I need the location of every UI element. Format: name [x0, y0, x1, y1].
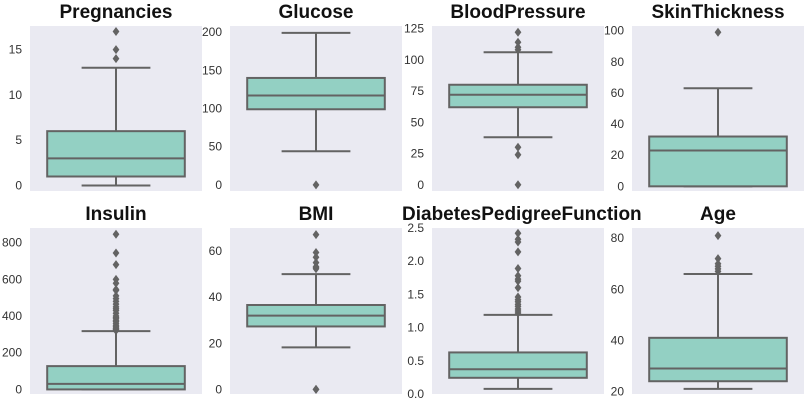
y-tick-label: 60 — [611, 86, 625, 100]
y-tick-label: 40 — [209, 290, 223, 304]
y-tick-label: 100 — [202, 102, 222, 116]
box-iqr — [648, 135, 788, 188]
outlier-point — [514, 264, 522, 274]
panel-title: BMI — [298, 204, 334, 225]
y-tick-label: 800 — [2, 236, 22, 250]
outlier-point — [312, 258, 320, 268]
box-iqr — [448, 351, 588, 379]
outlier-point — [514, 42, 522, 52]
y-tick-label: 20 — [209, 336, 223, 350]
outlier-point — [514, 283, 522, 293]
outlier-point — [514, 150, 522, 160]
y-tick-label: 125 — [404, 22, 424, 36]
y-tick-label: 1.0 — [407, 321, 424, 335]
y-tick-label: 100 — [604, 24, 624, 38]
y-tick-label: 60 — [209, 244, 223, 258]
outlier-point — [514, 292, 522, 302]
y-tick-label: 0.5 — [407, 354, 424, 368]
outlier-point — [514, 247, 522, 257]
outlier-point — [112, 274, 120, 284]
y-tick-label: 0 — [417, 178, 424, 192]
y-tick-label: 15 — [9, 43, 23, 57]
box-iqr — [46, 130, 186, 178]
outlier-point — [714, 27, 722, 37]
outlier-point — [312, 247, 320, 257]
y-tick-label: 200 — [202, 25, 222, 39]
y-tick-label: 0.0 — [407, 387, 424, 401]
panel-title: Insulin — [85, 204, 147, 225]
outlier-point — [312, 180, 320, 190]
outlier-point — [112, 26, 120, 36]
outlier-point — [312, 252, 320, 262]
y-tick-label: 0 — [15, 179, 22, 193]
outlier-point — [714, 254, 722, 264]
panel-title: Glucose — [278, 2, 354, 23]
y-tick-label: 25 — [411, 147, 425, 161]
y-tick-label: 40 — [611, 333, 625, 347]
panel-title: DiabetesPedigreeFunction — [402, 204, 642, 225]
outlier-point — [514, 37, 522, 47]
outlier-point — [112, 229, 120, 239]
y-tick-label: 400 — [2, 309, 22, 323]
outlier-point — [714, 259, 722, 269]
outlier-point — [514, 27, 522, 37]
y-tick-label: 0 — [215, 382, 222, 396]
outlier-point — [112, 54, 120, 64]
outlier-point — [514, 142, 522, 152]
outlier-point — [312, 384, 320, 394]
y-tick-label: 0 — [15, 382, 22, 396]
y-tick-label: 0 — [215, 178, 222, 192]
outlier-point — [312, 230, 320, 240]
box-iqr — [648, 336, 788, 383]
outlier-point — [112, 45, 120, 55]
outlier-point — [514, 234, 522, 244]
y-tick-label: 2.5 — [407, 221, 424, 235]
y-tick-label: 80 — [611, 55, 625, 69]
panel-title: Age — [700, 204, 736, 225]
y-tick-label: 150 — [202, 63, 222, 77]
outlier-point — [112, 291, 120, 301]
outlier-point — [112, 284, 120, 294]
y-tick-label: 5 — [15, 133, 22, 147]
box-iqr — [448, 83, 588, 109]
y-tick-label: 0 — [617, 179, 624, 193]
y-tick-label: 60 — [611, 282, 625, 296]
y-tick-label: 80 — [611, 231, 625, 245]
y-tick-label: 50 — [411, 115, 425, 129]
y-tick-label: 600 — [2, 272, 22, 286]
outlier-point — [514, 228, 522, 238]
y-tick-label: 1.5 — [407, 287, 424, 301]
panel-title: SkinThickness — [651, 2, 785, 23]
panel-title: BloodPressure — [450, 2, 586, 23]
y-tick-label: 200 — [2, 346, 22, 360]
outlier-point — [112, 260, 120, 270]
y-tick-label: 2.0 — [407, 254, 424, 268]
outlier-point — [714, 231, 722, 241]
outlier-point — [514, 180, 522, 190]
y-tick-label: 20 — [611, 384, 625, 398]
y-tick-label: 20 — [611, 148, 625, 162]
y-tick-label: 50 — [209, 140, 223, 154]
outlier-point — [514, 271, 522, 281]
panel-title: Pregnancies — [59, 2, 173, 23]
y-tick-label: 10 — [9, 88, 23, 102]
outlier-point — [112, 248, 120, 258]
y-tick-label: 40 — [611, 117, 625, 131]
y-tick-label: 75 — [411, 84, 425, 98]
y-tick-label: 100 — [404, 53, 424, 67]
box-iqr — [246, 76, 386, 111]
